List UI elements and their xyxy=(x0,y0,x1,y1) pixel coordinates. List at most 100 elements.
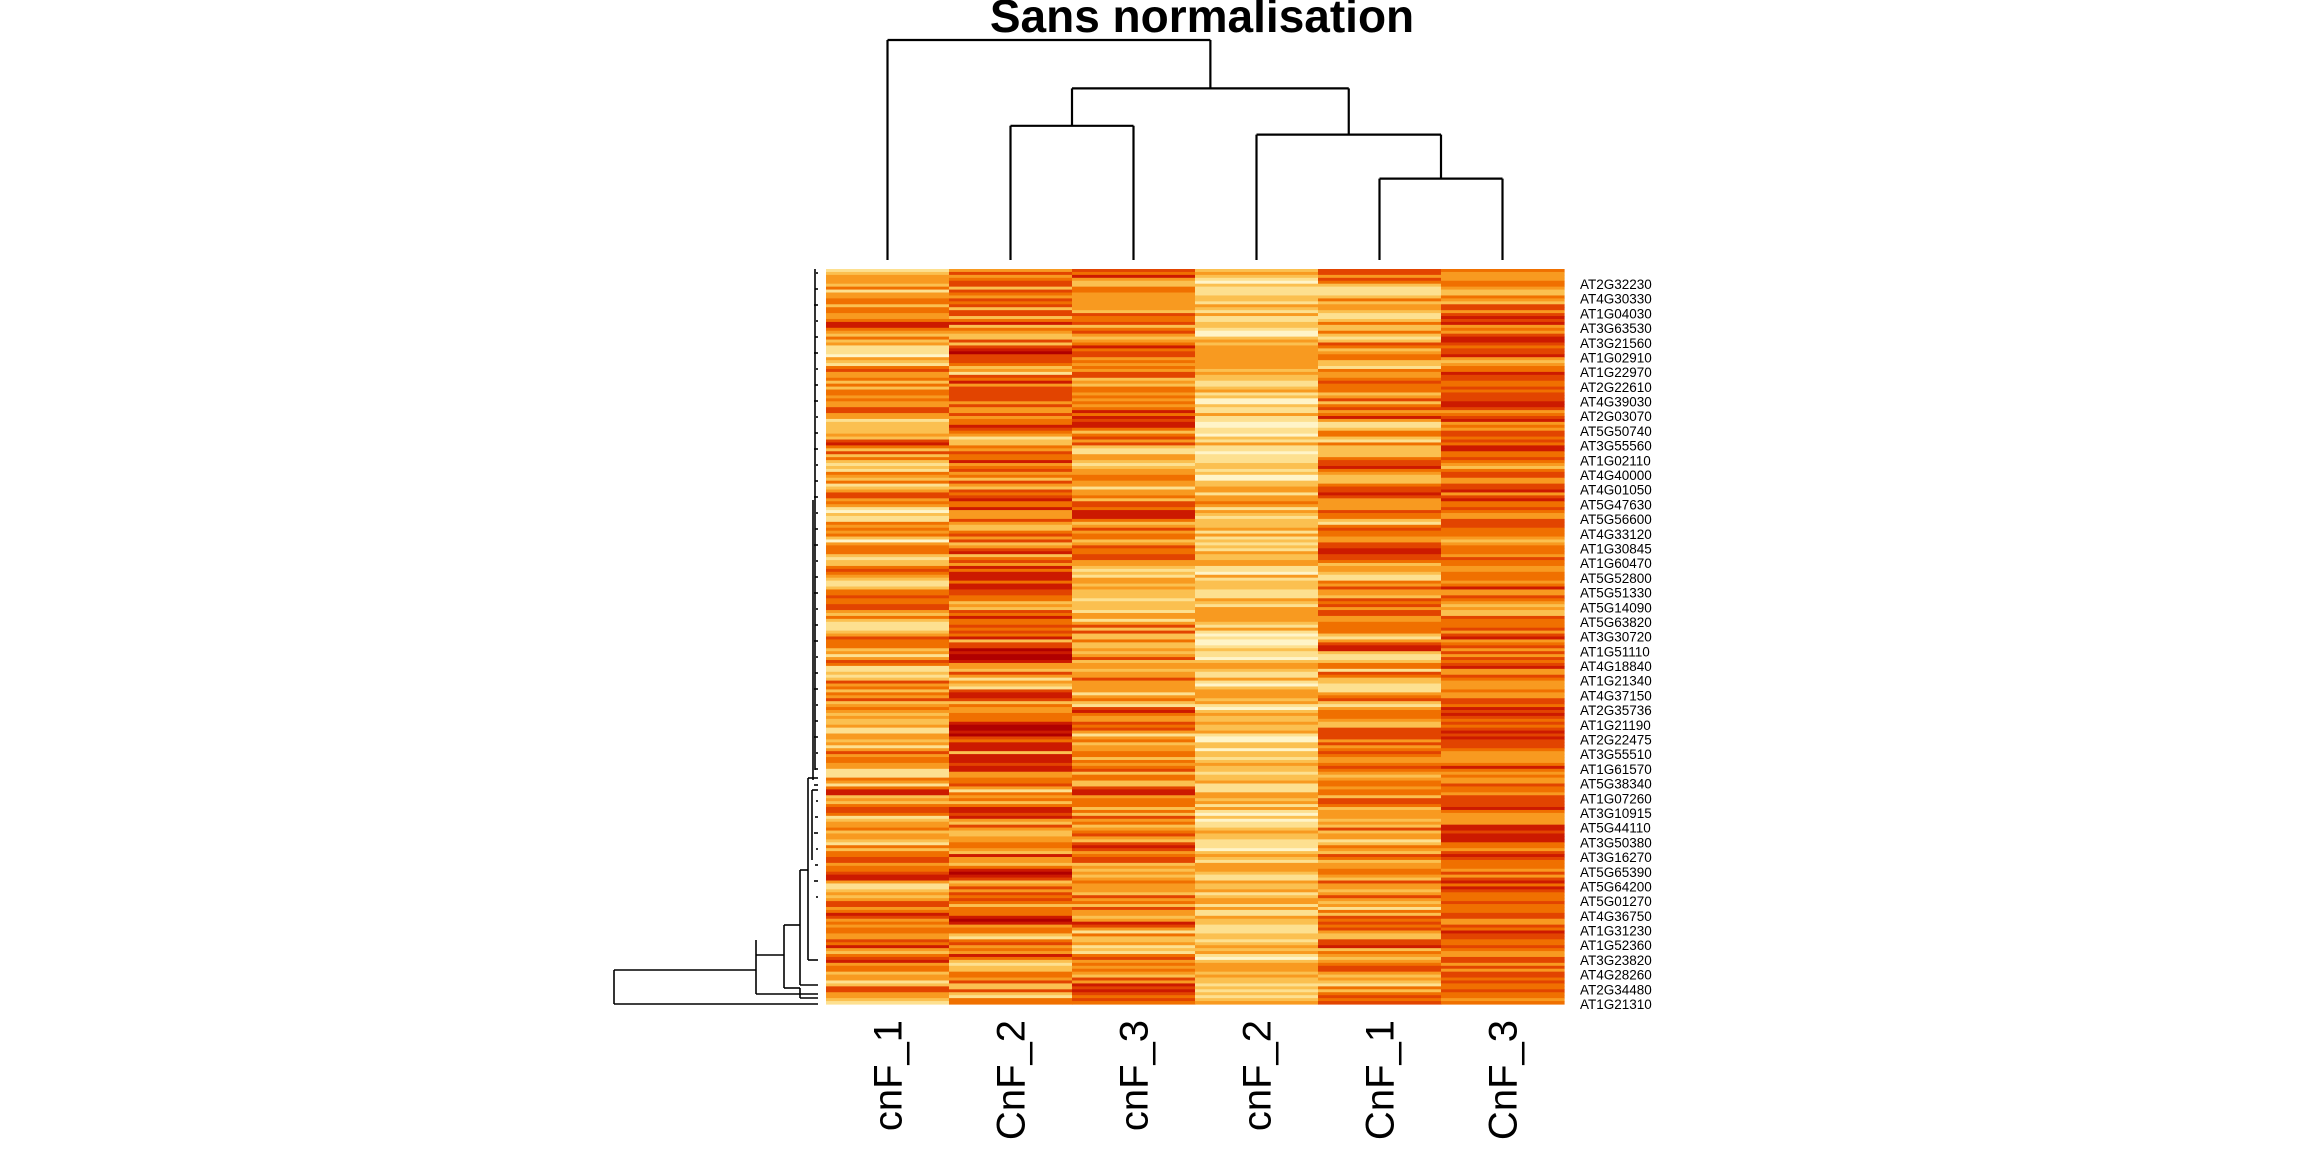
heatmap-cell xyxy=(1195,501,1319,505)
heatmap-cell xyxy=(826,901,950,905)
heatmap-cell xyxy=(1318,427,1442,432)
heatmap-cell xyxy=(1195,589,1319,593)
heatmap-cell xyxy=(826,974,950,979)
heatmap-cell xyxy=(826,527,950,532)
heatmap-cell xyxy=(1195,269,1319,273)
heatmap-cell xyxy=(826,865,950,870)
heatmap-cell xyxy=(826,551,950,555)
heatmap-cell xyxy=(1072,830,1196,835)
heatmap-cell xyxy=(1195,583,1319,588)
heatmap-cell xyxy=(1318,848,1442,852)
heatmap-cell xyxy=(826,657,950,661)
heatmap-cell xyxy=(1072,986,1196,990)
heatmap-cell xyxy=(1072,942,1196,946)
row-label: AT5G47630 xyxy=(1580,497,1652,512)
heatmap-cell xyxy=(826,615,950,620)
heatmap-cell xyxy=(826,895,950,899)
heatmap-cell xyxy=(1441,436,1565,441)
heatmap-cell xyxy=(1072,971,1196,976)
heatmap-cell xyxy=(826,836,950,840)
heatmap-cell xyxy=(1441,715,1565,720)
heatmap-cell xyxy=(1441,368,1565,373)
heatmap-cell xyxy=(949,751,1073,755)
heatmap-cell xyxy=(1072,686,1196,691)
heatmap-cell xyxy=(1195,801,1319,805)
heatmap-cell xyxy=(949,962,1073,967)
heatmap-cell xyxy=(826,774,950,779)
heatmap-cell xyxy=(1195,645,1319,649)
heatmap-cell xyxy=(826,742,950,746)
heatmap-cell xyxy=(1318,798,1442,802)
heatmap-cell xyxy=(826,936,950,940)
heatmap-cell xyxy=(826,530,950,535)
heatmap-cell xyxy=(1441,842,1565,846)
heatmap-cell xyxy=(1318,933,1442,937)
heatmap-cell xyxy=(826,918,950,923)
heatmap-cell xyxy=(949,595,1073,599)
heatmap-cell xyxy=(1441,968,1565,973)
heatmap-cell xyxy=(826,504,950,508)
heatmap-cell xyxy=(1195,624,1319,629)
heatmap-cell xyxy=(949,571,1073,576)
column-label: cnF_2 xyxy=(1236,1020,1280,1131)
heatmap-cell xyxy=(1441,983,1565,987)
heatmap-cell xyxy=(1318,801,1442,805)
heatmap-cell xyxy=(1441,774,1565,779)
heatmap-cell xyxy=(1072,445,1196,449)
heatmap-cell xyxy=(826,665,950,670)
heatmap-cell xyxy=(1195,363,1319,367)
heatmap-cell xyxy=(1441,627,1565,632)
heatmap-cell xyxy=(1441,280,1565,285)
heatmap-cell xyxy=(1072,307,1196,311)
heatmap-cell xyxy=(1318,812,1442,817)
heatmap-cell xyxy=(1441,718,1565,723)
heatmap-cell xyxy=(949,686,1073,691)
heatmap-cell xyxy=(826,674,950,679)
heatmap-cell xyxy=(949,398,1073,402)
heatmap-cell xyxy=(1318,442,1442,446)
heatmap-cell xyxy=(1072,577,1196,582)
heatmap-cell xyxy=(826,483,950,488)
heatmap-cell xyxy=(1441,780,1565,785)
heatmap-cell xyxy=(826,621,950,626)
heatmap-cell xyxy=(826,795,950,799)
heatmap-cell xyxy=(949,324,1073,329)
heatmap-cell xyxy=(1441,995,1565,999)
heatmap-cell xyxy=(1195,789,1319,793)
heatmap-cell xyxy=(949,980,1073,985)
heatmap-cell xyxy=(1441,871,1565,876)
row-label: AT2G35736 xyxy=(1580,703,1652,718)
heatmap-cell xyxy=(1318,683,1442,688)
heatmap-cell xyxy=(1195,392,1319,397)
heatmap-cell xyxy=(1195,271,1319,276)
heatmap-cell xyxy=(826,989,950,993)
heatmap-cell xyxy=(949,927,1073,932)
heatmap-cell xyxy=(1195,977,1319,982)
heatmap-cell xyxy=(1072,580,1196,585)
heatmap-cell xyxy=(1441,345,1565,349)
heatmap-cell xyxy=(1072,751,1196,755)
heatmap-cell xyxy=(826,510,950,514)
heatmap-cell xyxy=(1318,904,1442,908)
heatmap-cell xyxy=(949,883,1073,887)
heatmap-cell xyxy=(949,483,1073,488)
heatmap-cell xyxy=(826,710,950,714)
heatmap-cell xyxy=(949,327,1073,332)
heatmap-cell xyxy=(1195,989,1319,993)
heatmap-cell xyxy=(1441,392,1565,397)
heatmap-cell xyxy=(1441,460,1565,464)
heatmap-cell xyxy=(949,660,1073,664)
heatmap-cell xyxy=(1441,883,1565,887)
row-label: AT4G40000 xyxy=(1580,468,1652,483)
heatmap-cell xyxy=(1072,389,1196,394)
heatmap-cell xyxy=(1318,416,1442,420)
heatmap-cell xyxy=(826,439,950,444)
heatmap-cell xyxy=(1072,730,1196,735)
heatmap-cell xyxy=(1072,492,1196,496)
heatmap-cell xyxy=(949,848,1073,852)
heatmap-cell xyxy=(1441,857,1565,861)
heatmap-cell xyxy=(826,848,950,852)
heatmap-cell xyxy=(1195,457,1319,461)
heatmap-cell xyxy=(949,774,1073,779)
heatmap-cell xyxy=(1195,921,1319,926)
